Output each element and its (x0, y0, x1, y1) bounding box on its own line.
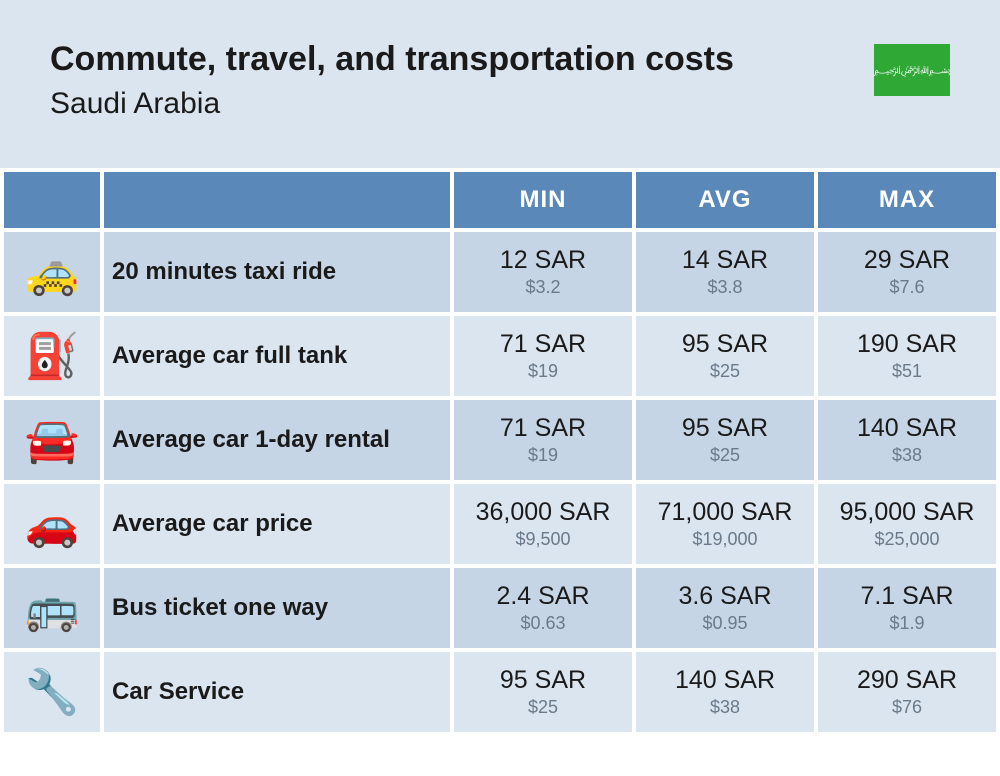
row-max: 29 SAR$7.6 (818, 232, 996, 312)
max-sar: 290 SAR (822, 666, 992, 695)
min-usd: $0.63 (458, 613, 628, 634)
row-max: 95,000 SAR$25,000 (818, 484, 996, 564)
row-icon: ⛽ (4, 316, 100, 396)
row-label: Bus ticket one way (104, 568, 450, 648)
table-row: ⛽Average car full tank71 SAR$1995 SAR$25… (4, 316, 996, 396)
min-sar: 12 SAR (458, 246, 628, 275)
max-sar: 7.1 SAR (822, 582, 992, 611)
min-sar: 2.4 SAR (458, 582, 628, 611)
table-row: 🚕20 minutes taxi ride12 SAR$3.214 SAR$3.… (4, 232, 996, 312)
avg-usd: $25 (640, 445, 810, 466)
min-sar: 71 SAR (458, 414, 628, 443)
row-min: 12 SAR$3.2 (454, 232, 632, 312)
min-usd: $19 (458, 361, 628, 382)
row-min: 36,000 SAR$9,500 (454, 484, 632, 564)
max-usd: $76 (822, 697, 992, 718)
flag-emblem: ﷽ (874, 65, 951, 76)
row-icon: 🚘 (4, 400, 100, 480)
row-avg: 140 SAR$38 (636, 652, 814, 732)
header-empty-icon (4, 172, 100, 228)
row-label: Average car full tank (104, 316, 450, 396)
table-body: 🚕20 minutes taxi ride12 SAR$3.214 SAR$3.… (4, 232, 996, 732)
avg-usd: $0.95 (640, 613, 810, 634)
row-label: Average car price (104, 484, 450, 564)
header: Commute, travel, and transportation cost… (0, 0, 1000, 168)
avg-sar: 95 SAR (640, 414, 810, 443)
header-empty-label (104, 172, 450, 228)
row-min: 71 SAR$19 (454, 316, 632, 396)
row-avg: 95 SAR$25 (636, 316, 814, 396)
row-avg: 3.6 SAR$0.95 (636, 568, 814, 648)
avg-sar: 140 SAR (640, 666, 810, 695)
row-max: 290 SAR$76 (818, 652, 996, 732)
max-usd: $25,000 (822, 529, 992, 550)
min-usd: $25 (458, 697, 628, 718)
row-max: 190 SAR$51 (818, 316, 996, 396)
avg-sar: 14 SAR (640, 246, 810, 275)
country-flag: ﷽ (874, 44, 950, 96)
min-usd: $9,500 (458, 529, 628, 550)
table-row: 🔧Car Service95 SAR$25140 SAR$38290 SAR$7… (4, 652, 996, 732)
row-label: 20 minutes taxi ride (104, 232, 450, 312)
max-sar: 140 SAR (822, 414, 992, 443)
row-label: Car Service (104, 652, 450, 732)
row-min: 71 SAR$19 (454, 400, 632, 480)
row-max: 140 SAR$38 (818, 400, 996, 480)
row-label: Average car 1-day rental (104, 400, 450, 480)
max-usd: $1.9 (822, 613, 992, 634)
table-header-row: MIN AVG MAX (4, 172, 996, 228)
page-title: Commute, travel, and transportation cost… (50, 40, 734, 79)
header-avg: AVG (636, 172, 814, 228)
row-avg: 14 SAR$3.8 (636, 232, 814, 312)
costs-table: MIN AVG MAX 🚕20 minutes taxi ride12 SAR$… (0, 168, 1000, 736)
avg-sar: 71,000 SAR (640, 498, 810, 527)
avg-usd: $38 (640, 697, 810, 718)
min-sar: 95 SAR (458, 666, 628, 695)
avg-sar: 3.6 SAR (640, 582, 810, 611)
max-usd: $51 (822, 361, 992, 382)
max-sar: 95,000 SAR (822, 498, 992, 527)
header-max: MAX (818, 172, 996, 228)
page-subtitle: Saudi Arabia (50, 87, 734, 121)
row-icon: 🚗 (4, 484, 100, 564)
row-max: 7.1 SAR$1.9 (818, 568, 996, 648)
table-row: 🚌Bus ticket one way2.4 SAR$0.633.6 SAR$0… (4, 568, 996, 648)
table-row: 🚗Average car price36,000 SAR$9,50071,000… (4, 484, 996, 564)
table-row: 🚘Average car 1-day rental71 SAR$1995 SAR… (4, 400, 996, 480)
max-sar: 190 SAR (822, 330, 992, 359)
row-icon: 🚌 (4, 568, 100, 648)
row-icon: 🚕 (4, 232, 100, 312)
row-min: 95 SAR$25 (454, 652, 632, 732)
avg-usd: $25 (640, 361, 810, 382)
avg-usd: $19,000 (640, 529, 810, 550)
row-min: 2.4 SAR$0.63 (454, 568, 632, 648)
row-icon: 🔧 (4, 652, 100, 732)
max-sar: 29 SAR (822, 246, 992, 275)
min-sar: 71 SAR (458, 330, 628, 359)
header-min: MIN (454, 172, 632, 228)
max-usd: $38 (822, 445, 992, 466)
row-avg: 71,000 SAR$19,000 (636, 484, 814, 564)
min-sar: 36,000 SAR (458, 498, 628, 527)
min-usd: $19 (458, 445, 628, 466)
header-text: Commute, travel, and transportation cost… (50, 40, 734, 121)
avg-sar: 95 SAR (640, 330, 810, 359)
max-usd: $7.6 (822, 277, 992, 298)
avg-usd: $3.8 (640, 277, 810, 298)
min-usd: $3.2 (458, 277, 628, 298)
row-avg: 95 SAR$25 (636, 400, 814, 480)
